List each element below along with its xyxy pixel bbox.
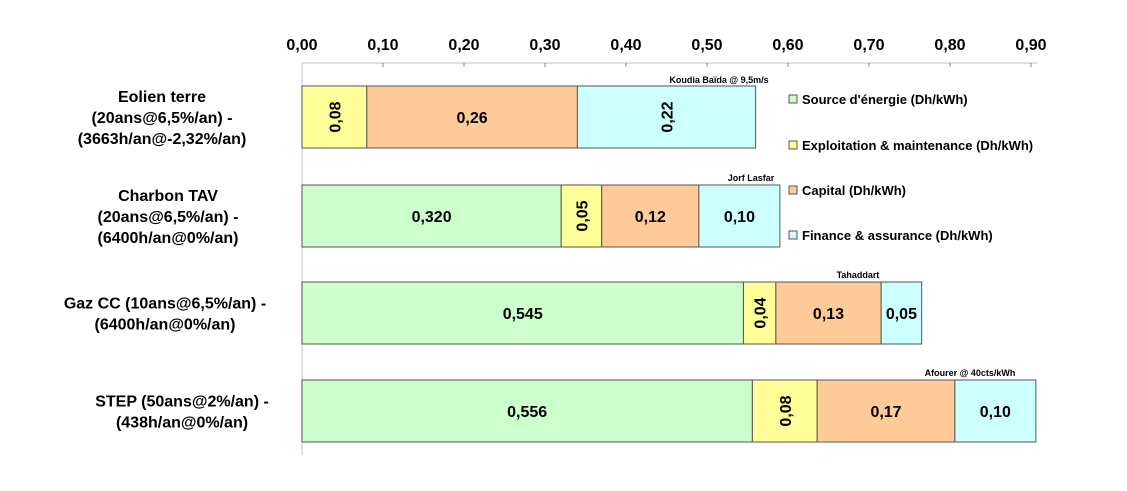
- data-label: 0,13: [813, 306, 844, 323]
- category-label: (6400h/an@0%/an): [98, 230, 239, 247]
- data-label: 0,08: [778, 395, 795, 426]
- bar-segment: [301, 184, 562, 248]
- bar-segment: [880, 281, 923, 345]
- bar-annotation: Jorf Lasfar: [728, 173, 775, 183]
- data-label: 0,12: [635, 209, 666, 226]
- legend-label: Finance & assurance (Dh/kWh): [802, 228, 993, 243]
- data-label: 0,05: [886, 306, 917, 323]
- category-label: Gaz CC (10ans@6,5%/an) -: [64, 296, 266, 313]
- legend-swatch: [788, 185, 798, 195]
- bar-segment: [301, 85, 368, 149]
- data-label: 0,10: [724, 209, 755, 226]
- data-label: 0,05: [574, 200, 591, 231]
- bar-segment: [751, 379, 818, 443]
- bar-segment: [301, 281, 744, 345]
- bar-segment: [698, 184, 781, 248]
- bars: 0,08 0,26 0,22 0,320 0,05 0,12 0,10 0,545 0,04 0,…: [301, 85, 1037, 443]
- category-label: Charbon TAV: [118, 188, 218, 205]
- bar-segment: [742, 281, 777, 345]
- annotations: Koudia Baïda @ 9,5m/s Jorf Lasfar Tahaddar…: [669, 75, 1015, 378]
- data-label: 0,04: [753, 297, 770, 328]
- bar-segment: [301, 379, 753, 443]
- legend-swatch: [788, 230, 798, 240]
- data-label: 0,320: [412, 209, 452, 226]
- category-label: (3663h/an@-2,32%/an): [78, 131, 247, 148]
- data-label: 0,17: [870, 404, 901, 421]
- data-label: 0,545: [503, 306, 543, 323]
- x-tick-label: 0,60: [772, 37, 803, 54]
- data-label: 0,26: [457, 110, 488, 127]
- bar-annotation: Tahaddart: [837, 270, 880, 280]
- bar-segment: [576, 85, 757, 149]
- bar-annotation: Koudia Baïda @ 9,5m/s: [669, 75, 768, 85]
- legend-label: Source d'énergie (Dh/kWh): [802, 92, 968, 107]
- bar-segment: [366, 85, 578, 149]
- legend-swatch: [788, 94, 798, 104]
- bar-annotation: Afourer @ 40cts/kWh: [925, 368, 1016, 378]
- data-label: 0,556: [507, 404, 547, 421]
- data-label: 0,10: [980, 404, 1011, 421]
- x-tick-label: 0,30: [529, 37, 560, 54]
- bar-segment: [954, 379, 1037, 443]
- x-tick-label: 0,70: [853, 37, 884, 54]
- category-label: (6400h/an@0%/an): [95, 317, 236, 334]
- x-tick-label: 0,90: [1015, 37, 1046, 54]
- x-axis: 0,00 0,10 0,20 0,30 0,40 0,50 0,60 0,70 0,80 0,90: [286, 37, 1047, 455]
- x-tick-label: 0,40: [610, 37, 641, 54]
- category-labels: Eolien terre (20ans@6,5%/an) - (3663h/an@-…: [64, 89, 269, 432]
- data-label: 0,08: [327, 101, 344, 132]
- x-tick-label: 0,50: [691, 37, 722, 54]
- legend-swatch: [788, 140, 798, 150]
- bar-segment: [775, 281, 882, 345]
- category-label: (438h/an@0%/an): [116, 415, 248, 432]
- x-tick-label: 0,00: [286, 37, 317, 54]
- legend-label: Capital (Dh/kWh): [802, 183, 906, 198]
- x-tick-label: 0,80: [934, 37, 965, 54]
- category-label: (20ans@6,5%/an) -: [98, 209, 239, 226]
- category-label: Eolien terre: [118, 89, 206, 106]
- bar-segment: [601, 184, 700, 248]
- legend: Source d'énergie (Dh/kWh) Exploitation & …: [788, 92, 1033, 243]
- data-label: 0,22: [660, 101, 677, 132]
- category-label: STEP (50ans@2%/an) -: [95, 394, 269, 411]
- bar-segment: [816, 379, 956, 443]
- x-tick-label: 0,20: [448, 37, 479, 54]
- legend-label: Exploitation & maintenance (Dh/kWh): [802, 138, 1033, 153]
- x-tick-label: 0,10: [367, 37, 398, 54]
- category-label: (20ans@6,5%/an) -: [92, 110, 233, 127]
